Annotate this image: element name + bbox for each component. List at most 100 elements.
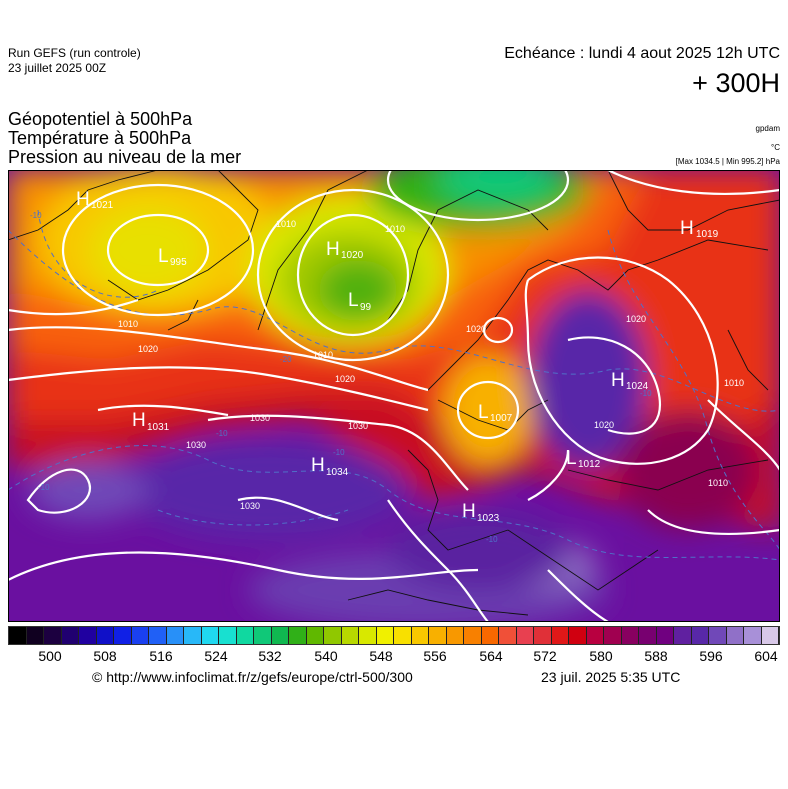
center-value: 99 — [360, 302, 372, 313]
isotherm-labels: -10 -10 -10 -10 -10 -20 -10 — [30, 211, 652, 544]
center-type: L — [348, 290, 359, 311]
isobar-label: 1030 — [250, 413, 270, 423]
scale-swatch — [481, 627, 499, 644]
scale-label: 508 — [93, 648, 117, 664]
scale-swatch — [324, 627, 342, 644]
scale-swatch — [166, 627, 184, 644]
scale-swatch — [656, 627, 674, 644]
isobar-label: 1020 — [626, 314, 646, 324]
center-type: H — [311, 455, 325, 476]
scale-swatch — [306, 627, 324, 644]
scale-label: 588 — [644, 648, 668, 664]
scale-label: 540 — [314, 648, 338, 664]
scale-swatch — [551, 627, 569, 644]
center-type: H — [680, 218, 694, 239]
center-type: L — [566, 448, 577, 469]
pressure-center: H 1021 — [76, 189, 114, 211]
scale-swatch — [761, 627, 779, 644]
isobar-label: 1020 — [594, 420, 614, 430]
isobar-label: 1020 — [466, 324, 486, 334]
forecast-valid-time: Echéance : lundi 4 aout 2025 12h UTC — [504, 45, 780, 62]
isotherms — [8, 209, 780, 561]
scale-swatch — [201, 627, 219, 644]
scale-swatch — [149, 627, 167, 644]
center-value: 1007 — [490, 413, 513, 424]
scale-label: 580 — [589, 648, 613, 664]
run-date: 23 juillet 2025 00Z — [8, 61, 107, 75]
lead-time: + 300H — [692, 68, 780, 98]
scale-label: 564 — [479, 648, 503, 664]
isobar-label: 1030 — [186, 440, 206, 450]
scale-swatch — [271, 627, 289, 644]
color-scale-bar — [8, 626, 780, 645]
isobar-label: 1010 — [313, 350, 333, 360]
isotherm-label: -10 — [38, 483, 50, 492]
center-type: H — [76, 189, 90, 210]
unit-geopotential: gpdam — [755, 124, 780, 133]
scale-label: 524 — [204, 648, 228, 664]
isobar-label: 1020 — [138, 344, 158, 354]
center-type: H — [132, 410, 146, 431]
isotherm-label: -10 — [333, 448, 345, 457]
scale-swatch — [394, 627, 412, 644]
scale-swatch — [219, 627, 237, 644]
scale-swatch — [674, 627, 692, 644]
scale-swatch — [184, 627, 202, 644]
center-value: 1019 — [696, 229, 719, 240]
scale-label: 500 — [38, 648, 62, 664]
unit-temperature: °C — [771, 143, 780, 152]
color-scale-labels: 500 508 516 524 532 540 548 556 564 572 580 588 596 6… — [8, 648, 780, 666]
scale-swatch — [44, 627, 62, 644]
center-type: L — [158, 246, 169, 267]
scale-swatch — [464, 627, 482, 644]
unit-pressure-range: [Max 1034.5 | Min 995.2] hPa — [675, 157, 780, 166]
scale-swatch — [236, 627, 254, 644]
parameter-geopotential: Géopotentiel à 500hPa — [8, 109, 193, 129]
scale-swatch — [341, 627, 359, 644]
center-value: 995 — [170, 257, 187, 268]
scale-label: 596 — [699, 648, 723, 664]
map-frame — [8, 170, 780, 622]
center-value: 1031 — [147, 422, 170, 433]
scale-swatch — [604, 627, 622, 644]
temperature-field — [8, 170, 780, 622]
coastlines — [8, 170, 780, 616]
generated-time: 23 juil. 2025 5:35 UTC — [541, 669, 681, 685]
scale-swatch — [254, 627, 272, 644]
scale-swatch — [359, 627, 377, 644]
pressure-center: L 99 — [348, 290, 372, 313]
parameter-pressure: Pression au niveau de la mer — [8, 147, 242, 167]
pressure-center: L 995 — [158, 246, 187, 268]
scale-swatch — [114, 627, 132, 644]
scale-label: 604 — [754, 648, 778, 664]
scale-swatch — [79, 627, 97, 644]
scale-swatch — [516, 627, 534, 644]
scale-swatch — [61, 627, 79, 644]
pressure-center: H 1020 — [326, 239, 364, 261]
isotherm-label: -10 — [486, 535, 498, 544]
isobar-label: 1020 — [335, 374, 355, 384]
pressure-center: H 1023 — [462, 501, 500, 524]
pressure-center: H 1019 — [680, 218, 719, 240]
isobar-label: 1010 — [708, 478, 728, 488]
scale-swatch — [639, 627, 657, 644]
isotherm-label: -10 — [640, 389, 652, 398]
run-title: Run GEFS (run controle) — [8, 46, 141, 60]
center-value: 1034 — [326, 467, 349, 478]
isobar-label: 1010 — [276, 219, 296, 229]
isobar-label: 1030 — [348, 421, 368, 431]
isotherm-label: -10 — [30, 211, 42, 220]
scale-label: 548 — [369, 648, 393, 664]
scale-swatch — [691, 627, 709, 644]
scale-label: 556 — [423, 648, 447, 664]
scale-swatch — [569, 627, 587, 644]
scale-swatch — [9, 627, 27, 644]
scale-swatch — [709, 627, 727, 644]
isobar-labels: 1010 1010 1010 1010 1020 1020 1020 1030 … — [118, 219, 744, 511]
pressure-center: L 1007 — [478, 402, 513, 424]
isotherm-label: -20 — [280, 355, 292, 364]
center-type: H — [462, 501, 476, 522]
isotherm-label: -10 — [216, 429, 228, 438]
center-value: 1024 — [626, 381, 649, 392]
scale-label: 516 — [149, 648, 173, 664]
